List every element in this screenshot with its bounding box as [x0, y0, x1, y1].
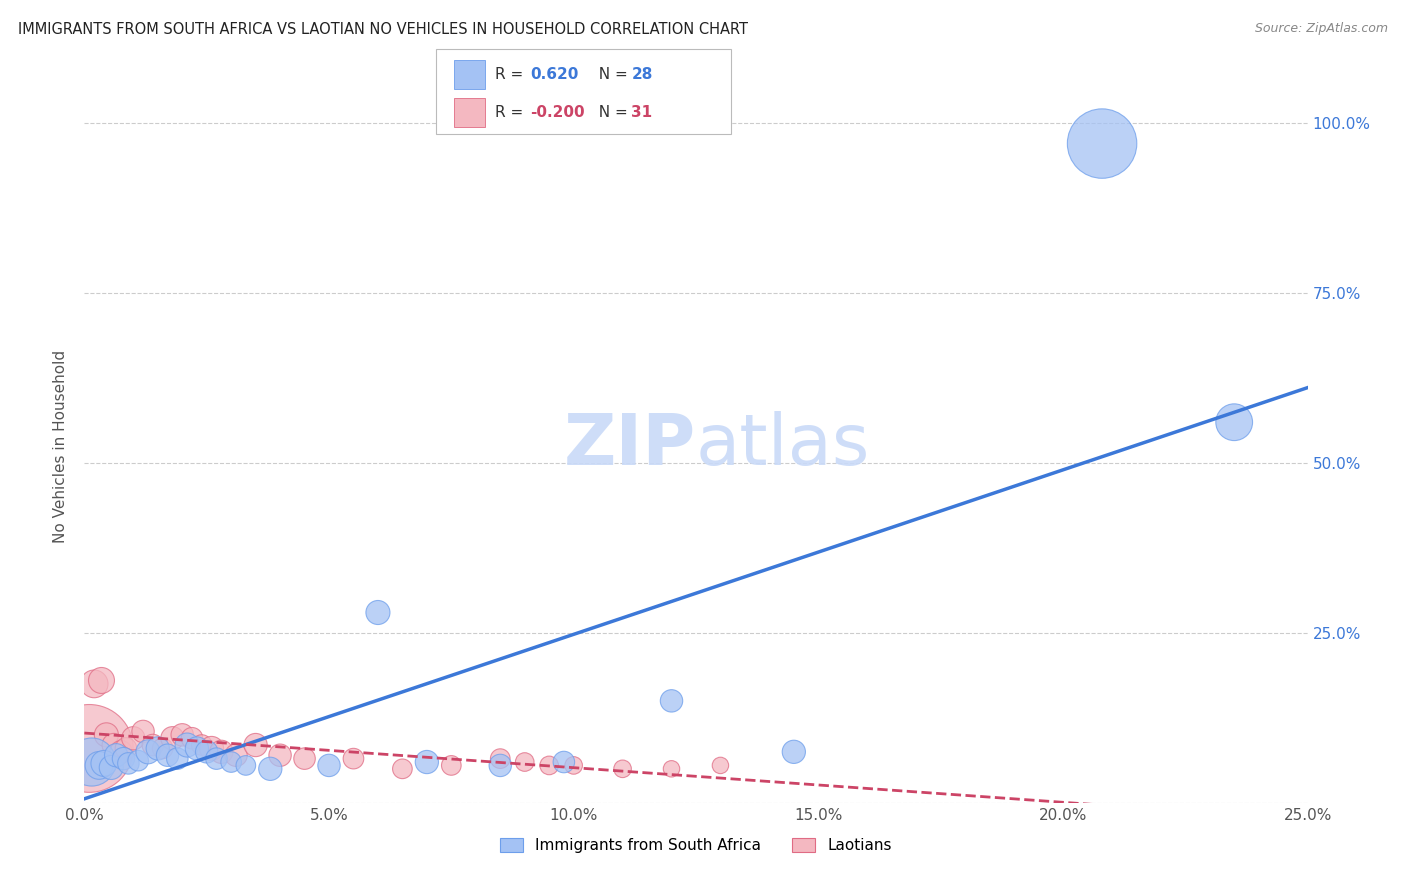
Point — [562, 758, 585, 772]
Point — [1223, 415, 1246, 429]
Text: R =: R = — [495, 67, 529, 82]
Point — [269, 748, 291, 763]
Point — [259, 762, 281, 776]
Point — [191, 738, 214, 752]
Point — [93, 756, 115, 771]
Point — [103, 738, 125, 752]
Point — [209, 745, 232, 759]
Point — [87, 758, 110, 772]
Point — [90, 673, 112, 688]
Point — [783, 745, 806, 759]
Point — [367, 606, 389, 620]
Point — [416, 755, 439, 769]
Point — [112, 751, 135, 765]
Point — [513, 755, 536, 769]
Point — [342, 751, 364, 765]
Point — [176, 738, 198, 752]
Point — [440, 758, 463, 772]
Point — [105, 748, 128, 763]
Point — [1091, 136, 1114, 151]
Text: 31: 31 — [631, 105, 652, 120]
Text: atlas: atlas — [696, 411, 870, 481]
Point — [117, 756, 139, 771]
Point — [709, 758, 731, 772]
Text: N =: N = — [589, 105, 633, 120]
Text: 28: 28 — [631, 67, 652, 82]
Point — [156, 748, 179, 763]
Point — [294, 751, 316, 765]
Y-axis label: No Vehicles in Household: No Vehicles in Household — [53, 350, 69, 542]
Point — [245, 738, 267, 752]
Point — [115, 741, 138, 756]
Point — [77, 741, 100, 756]
Point — [83, 677, 105, 691]
Point — [110, 745, 132, 759]
Legend: Immigrants from South Africa, Laotians: Immigrants from South Africa, Laotians — [494, 832, 898, 859]
Text: ZIP: ZIP — [564, 411, 696, 481]
Point — [100, 760, 122, 774]
Point — [142, 738, 165, 752]
Point — [80, 755, 103, 769]
Point — [612, 762, 634, 776]
Point — [195, 745, 218, 759]
Point — [489, 758, 512, 772]
Point — [489, 751, 512, 765]
Point — [391, 762, 413, 776]
Point — [136, 745, 159, 759]
Point — [181, 731, 204, 746]
Point — [172, 728, 194, 742]
Point — [162, 731, 184, 746]
Point — [318, 758, 340, 772]
Point — [127, 754, 149, 768]
Point — [132, 724, 155, 739]
Text: -0.200: -0.200 — [530, 105, 585, 120]
Point — [225, 748, 247, 763]
Point — [661, 694, 683, 708]
Point — [553, 755, 575, 769]
Point — [200, 741, 222, 756]
Text: R =: R = — [495, 105, 529, 120]
Point — [146, 741, 169, 756]
Point — [661, 762, 683, 776]
Point — [166, 751, 188, 765]
Point — [122, 731, 145, 746]
Text: Source: ZipAtlas.com: Source: ZipAtlas.com — [1254, 22, 1388, 36]
Point — [152, 741, 174, 756]
Point — [219, 755, 242, 769]
Text: N =: N = — [589, 67, 633, 82]
Point — [538, 758, 561, 772]
Point — [235, 758, 257, 772]
Text: IMMIGRANTS FROM SOUTH AFRICA VS LAOTIAN NO VEHICLES IN HOUSEHOLD CORRELATION CHA: IMMIGRANTS FROM SOUTH AFRICA VS LAOTIAN … — [18, 22, 748, 37]
Point — [96, 728, 118, 742]
Point — [205, 751, 228, 765]
Point — [186, 741, 208, 756]
Text: 0.620: 0.620 — [530, 67, 578, 82]
